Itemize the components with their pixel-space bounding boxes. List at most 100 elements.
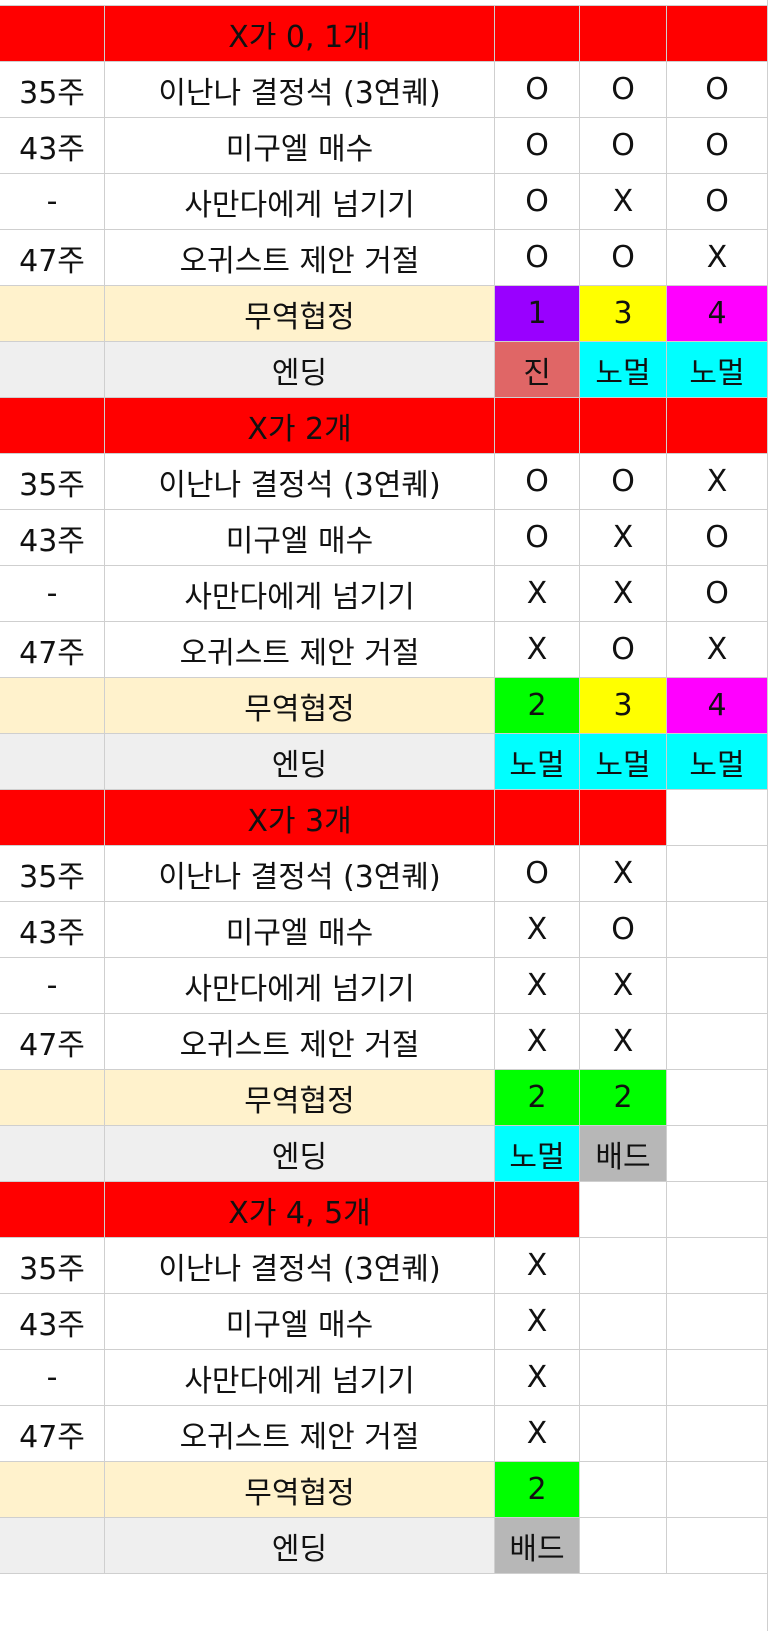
week-cell[interactable]: 35주	[0, 454, 105, 510]
week-cell[interactable]: 43주	[0, 510, 105, 566]
ending-row-spacer[interactable]	[0, 1518, 105, 1574]
section-header-week[interactable]	[0, 1182, 105, 1238]
trade-label-cell[interactable]: 무역협정	[105, 1462, 495, 1518]
trade-label-cell[interactable]: 무역협정	[105, 678, 495, 734]
choice-value-cell[interactable]: O	[580, 230, 667, 286]
trade-value-cell[interactable]	[580, 1462, 667, 1518]
trade-value-cell[interactable]: 4	[667, 678, 768, 734]
section-header-value[interactable]	[580, 6, 667, 62]
choice-label-cell[interactable]: 이난나 결정석 (3연퀘)	[105, 62, 495, 118]
section-header[interactable]: X가 3개	[105, 790, 495, 846]
choice-label-cell[interactable]: 오귀스트 제안 거절	[105, 622, 495, 678]
choice-value-cell[interactable]: X	[667, 454, 768, 510]
trade-label-cell[interactable]: 무역협정	[105, 1070, 495, 1126]
trade-label-cell[interactable]: 무역협정	[105, 286, 495, 342]
week-cell[interactable]: 47주	[0, 1406, 105, 1462]
ending-label-cell[interactable]: 엔딩	[105, 1518, 495, 1574]
trade-row-spacer[interactable]	[0, 678, 105, 734]
week-cell[interactable]: 35주	[0, 1238, 105, 1294]
ending-label-cell[interactable]: 엔딩	[105, 1126, 495, 1182]
ending-value-cell[interactable]: 노멀	[495, 1126, 580, 1182]
choice-value-cell[interactable]	[580, 1406, 667, 1462]
choice-value-cell[interactable]: O	[495, 510, 580, 566]
choice-value-cell[interactable]: X	[495, 566, 580, 622]
choice-value-cell[interactable]: O	[667, 174, 768, 230]
section-header-value[interactable]	[667, 6, 768, 62]
week-cell[interactable]: 35주	[0, 846, 105, 902]
section-header-week[interactable]	[0, 6, 105, 62]
ending-label-cell[interactable]: 엔딩	[105, 734, 495, 790]
choice-value-cell[interactable]: O	[495, 118, 580, 174]
choice-value-cell[interactable]: O	[667, 510, 768, 566]
choice-label-cell[interactable]: 이난나 결정석 (3연퀘)	[105, 454, 495, 510]
week-cell[interactable]: 47주	[0, 622, 105, 678]
choice-label-cell[interactable]: 사만다에게 넘기기	[105, 174, 495, 230]
choice-label-cell[interactable]: 사만다에게 넘기기	[105, 958, 495, 1014]
choice-label-cell[interactable]: 오귀스트 제안 거절	[105, 1014, 495, 1070]
trade-value-cell[interactable]: 2	[580, 1070, 667, 1126]
choice-label-cell[interactable]: 이난나 결정석 (3연퀘)	[105, 846, 495, 902]
choice-value-cell[interactable]: O	[580, 454, 667, 510]
section-header[interactable]: X가 0, 1개	[105, 6, 495, 62]
trade-value-cell[interactable]: 1	[495, 286, 580, 342]
choice-label-cell[interactable]: 오귀스트 제안 거절	[105, 230, 495, 286]
section-header-value[interactable]	[495, 1182, 580, 1238]
section-header-week[interactable]	[0, 398, 105, 454]
ending-value-cell[interactable]	[667, 1518, 768, 1574]
ending-value-cell[interactable]: 진	[495, 342, 580, 398]
choice-label-cell[interactable]: 미구엘 매수	[105, 510, 495, 566]
choice-value-cell[interactable]: X	[495, 622, 580, 678]
ending-value-cell[interactable]: 노멀	[580, 734, 667, 790]
choice-value-cell[interactable]: O	[495, 174, 580, 230]
week-cell[interactable]: 47주	[0, 1014, 105, 1070]
choice-value-cell[interactable]	[667, 902, 768, 958]
section-header-value[interactable]	[580, 790, 667, 846]
trade-value-cell[interactable]: 3	[580, 286, 667, 342]
ending-label-cell[interactable]: 엔딩	[105, 342, 495, 398]
trade-value-cell[interactable]: 2	[495, 678, 580, 734]
trade-value-cell[interactable]: 3	[580, 678, 667, 734]
choice-value-cell[interactable]: X	[667, 622, 768, 678]
week-cell[interactable]: 43주	[0, 1294, 105, 1350]
choice-value-cell[interactable]: X	[580, 846, 667, 902]
trade-row-spacer[interactable]	[0, 1462, 105, 1518]
choice-value-cell[interactable]	[667, 1350, 768, 1406]
choice-value-cell[interactable]	[580, 1350, 667, 1406]
choice-value-cell[interactable]: O	[580, 622, 667, 678]
section-header[interactable]: X가 2개	[105, 398, 495, 454]
section-header-week[interactable]	[0, 790, 105, 846]
choice-value-cell[interactable]: O	[580, 118, 667, 174]
choice-value-cell[interactable]: O	[667, 62, 768, 118]
choice-label-cell[interactable]: 이난나 결정석 (3연퀘)	[105, 1238, 495, 1294]
section-header-value[interactable]	[495, 398, 580, 454]
ending-value-cell[interactable]: 노멀	[667, 342, 768, 398]
section-header[interactable]: X가 4, 5개	[105, 1182, 495, 1238]
choice-value-cell[interactable]: O	[495, 454, 580, 510]
choice-value-cell[interactable]	[667, 1406, 768, 1462]
section-header-value[interactable]	[667, 1182, 768, 1238]
choice-value-cell[interactable]: X	[495, 1294, 580, 1350]
choice-value-cell[interactable]	[667, 1238, 768, 1294]
choice-label-cell[interactable]: 사만다에게 넘기기	[105, 1350, 495, 1406]
week-cell[interactable]: 43주	[0, 118, 105, 174]
choice-label-cell[interactable]: 미구엘 매수	[105, 118, 495, 174]
choice-value-cell[interactable]: X	[580, 1014, 667, 1070]
ending-value-cell[interactable]	[580, 1518, 667, 1574]
choice-value-cell[interactable]: O	[495, 230, 580, 286]
section-header-value[interactable]	[495, 790, 580, 846]
choice-label-cell[interactable]: 미구엘 매수	[105, 902, 495, 958]
ending-row-spacer[interactable]	[0, 342, 105, 398]
section-header-value[interactable]	[580, 398, 667, 454]
ending-value-cell[interactable]: 노멀	[667, 734, 768, 790]
ending-value-cell[interactable]: 노멀	[495, 734, 580, 790]
week-cell[interactable]: -	[0, 174, 105, 230]
choice-label-cell[interactable]: 미구엘 매수	[105, 1294, 495, 1350]
choice-value-cell[interactable]	[667, 846, 768, 902]
ending-value-cell[interactable]: 배드	[580, 1126, 667, 1182]
ending-row-spacer[interactable]	[0, 734, 105, 790]
choice-value-cell[interactable]: X	[495, 1350, 580, 1406]
choice-value-cell[interactable]: X	[580, 174, 667, 230]
trade-row-spacer[interactable]	[0, 1070, 105, 1126]
choice-value-cell[interactable]: X	[495, 958, 580, 1014]
choice-value-cell[interactable]: O	[667, 118, 768, 174]
